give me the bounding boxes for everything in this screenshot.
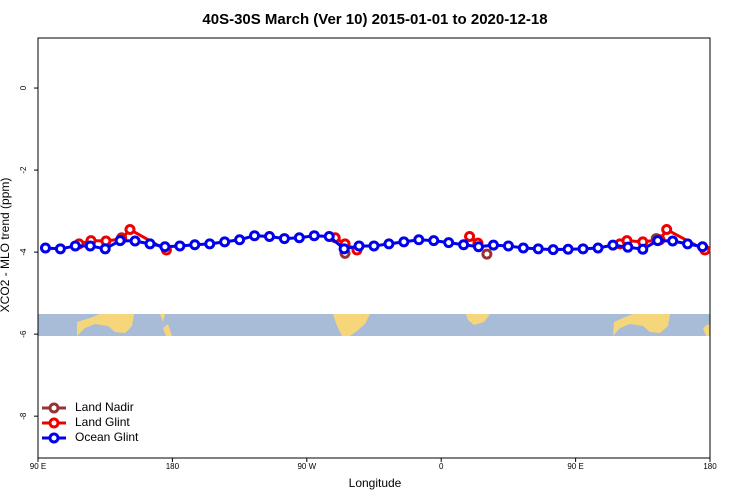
data-point [204,238,216,250]
x-tick-label: 90 E [30,462,46,471]
data-point [517,242,529,254]
legend-label: Land Glint [75,415,130,429]
x-tick-label: 90 W [297,462,316,471]
x-axis-label: Longitude [349,476,402,490]
legend-marker [48,402,60,414]
legend-label: Ocean Glint [75,430,139,444]
data-point [159,241,171,253]
data-point [481,248,493,260]
data-point [189,239,201,251]
data-point [502,240,514,252]
data-point [368,240,380,252]
data-point [607,239,619,251]
data-point [69,240,81,252]
data-point [682,238,694,250]
y-axis-label: XCO2 - MLO trend (ppm) [0,178,12,313]
x-tick-label: 90 E [567,462,583,471]
x-tick-label: 180 [166,462,180,471]
data-point [353,240,365,252]
data-point [413,234,425,246]
data-point [124,224,136,236]
data-point [84,240,96,252]
data-point [398,236,410,248]
data-point [697,241,709,253]
data-point [562,243,574,255]
data-point [249,230,261,242]
data-point [458,239,470,251]
data-point [443,237,455,249]
y-tick-label: 0 [19,85,28,90]
data-point [637,243,649,255]
data-point [323,231,335,243]
data-point [129,235,141,247]
data-point [383,238,395,250]
data-point [263,231,275,243]
data-point [487,239,499,251]
x-tick-label: 180 [703,462,717,471]
data-point [547,244,559,256]
map-strip [38,314,710,336]
data-point [592,242,604,254]
data-point [293,232,305,244]
data-point [308,230,320,242]
data-point [338,243,350,255]
data-point [577,243,589,255]
data-point [54,243,66,255]
data-point [428,235,440,247]
data-point [39,242,51,254]
x-tick-label: 0 [439,462,444,471]
data-point [144,238,156,250]
data-point [473,241,485,253]
y-tick-label: -8 [19,412,28,420]
legend-label: Land Nadir [75,400,134,414]
data-point [667,235,679,247]
legend-marker [48,417,60,429]
data-point [661,224,673,236]
data-point [278,233,290,245]
y-tick-label: -6 [19,330,28,338]
data-point [219,236,231,248]
legend-marker [48,432,60,444]
data-point [532,243,544,255]
data-point [464,231,476,243]
data-point [652,235,664,247]
y-tick-label: -2 [19,166,28,174]
data-point [174,240,186,252]
y-tick-label: -4 [19,248,28,256]
data-point [622,241,634,253]
data-point [114,235,126,247]
data-point [99,243,111,255]
chart-title: 40S-30S March (Ver 10) 2015-01-01 to 202… [202,11,547,28]
data-point [234,234,246,246]
